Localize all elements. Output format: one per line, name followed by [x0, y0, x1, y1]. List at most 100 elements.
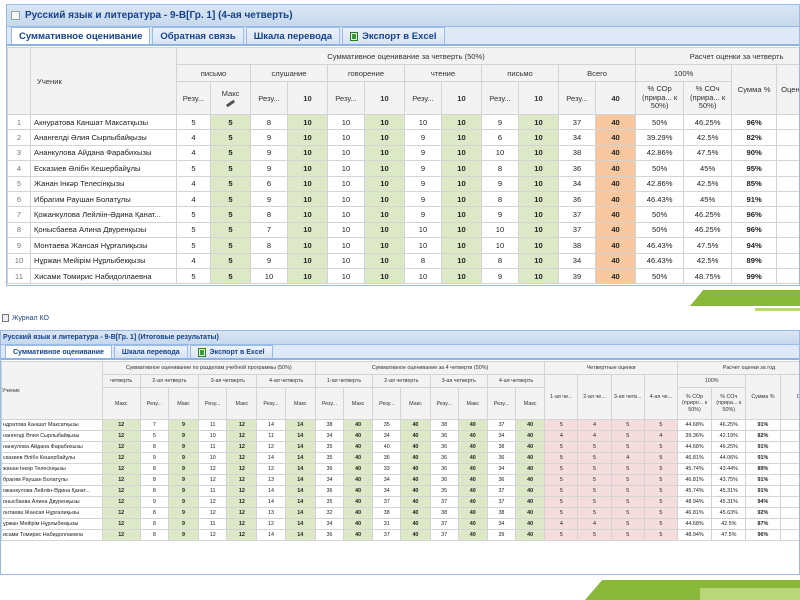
table-row[interactable]: нанкулова Айдана Фарабихызы 12 8 9 11 12 12 14 3…: [1, 441, 799, 453]
grade-cell[interactable]: 10: [441, 252, 482, 269]
grade-cell[interactable]: 10: [404, 113, 442, 131]
grade-cell[interactable]: 10: [287, 237, 328, 254]
grade-cell[interactable]: 4: [176, 252, 211, 269]
grade-cell[interactable]: 10: [287, 267, 328, 285]
grade-cell[interactable]: 10: [327, 113, 365, 131]
grade-cell[interactable]: 10: [364, 237, 405, 254]
student-header[interactable]: Ученик: [30, 47, 177, 115]
grade-cell[interactable]: 5: [176, 206, 211, 223]
export-excel-button[interactable]: Экспорт в Excel: [189, 345, 273, 358]
grade-cell[interactable]: 8: [481, 252, 519, 269]
grade-cell[interactable]: 5: [210, 160, 251, 177]
grade-cell[interactable]: 10: [518, 144, 559, 162]
grade-cell[interactable]: 10: [327, 206, 365, 223]
grade-cell[interactable]: 10: [481, 144, 519, 162]
grade-cell[interactable]: 36: [558, 160, 596, 177]
grade-cell[interactable]: 10: [364, 190, 405, 208]
table-row[interactable]: 9 Монтаева Жансая Нұрғалиқызы 5 5 8 10 10 10 10 1…: [7, 237, 799, 254]
grade-cell[interactable]: 9: [404, 160, 442, 177]
grade-cell[interactable]: 4: [176, 129, 211, 146]
grade-cell[interactable]: 9: [404, 190, 442, 208]
table-row[interactable]: ұржан Мейірім Нұрлыбекқызы 12 8 9 11 12 12 14 34…: [1, 518, 799, 530]
grade-cell[interactable]: 10: [441, 267, 482, 285]
grade-cell[interactable]: 10: [518, 113, 559, 131]
grade-cell[interactable]: 10: [364, 113, 405, 131]
table-row[interactable]: сказиев Әлібн Кешербайұлы 12 9 9 10 12 14 14 35 4…: [1, 452, 799, 464]
grade-cell[interactable]: 8: [250, 237, 288, 254]
grade-cell[interactable]: 6: [481, 129, 519, 146]
grade-cell[interactable]: 10: [441, 221, 482, 239]
grade-cell[interactable]: 9: [404, 175, 442, 192]
table-row[interactable]: онтаева Жансая Нұрғалиқызы 12 8 9 12 12 13 14 32…: [1, 507, 799, 519]
grade-cell[interactable]: 10: [287, 129, 328, 146]
grade-cell[interactable]: 10: [518, 237, 559, 254]
grade-cell[interactable]: 40: [594, 206, 637, 223]
table-row[interactable]: брагим Раушан Болатұлы 12 8 9 12 12 13 14 34 40 34…: [1, 474, 799, 486]
grade-cell[interactable]: 40: [594, 221, 637, 239]
grade-cell[interactable]: 10: [327, 144, 365, 162]
grade-cell[interactable]: 5: [176, 237, 211, 254]
grade-cell[interactable]: 10: [518, 175, 559, 192]
grade-cell[interactable]: 5: [210, 113, 251, 131]
grade-cell[interactable]: 38: [558, 144, 596, 162]
journal-bar[interactable]: Журнал КО: [0, 311, 800, 325]
grade-cell[interactable]: 9: [481, 267, 519, 285]
grade-cell[interactable]: 9: [481, 113, 519, 131]
grade-cell[interactable]: 10: [404, 221, 442, 239]
grade-cell[interactable]: 10: [441, 129, 482, 146]
table-row[interactable]: ожанкулова Лейліін-Әдина Қанат... 12 8 9 11 1…: [1, 485, 799, 497]
grade-cell[interactable]: 10: [518, 190, 559, 208]
grade-cell[interactable]: 10: [441, 237, 482, 254]
grade-cell[interactable]: 5: [176, 221, 211, 239]
grade-cell[interactable]: 9: [404, 144, 442, 162]
grade-cell[interactable]: 10: [250, 267, 288, 285]
grade-cell[interactable]: 8: [250, 206, 288, 223]
grade-cell[interactable]: 9: [404, 206, 442, 223]
grade-cell[interactable]: 40: [594, 129, 637, 146]
grade-cell[interactable]: 10: [404, 237, 442, 254]
table-row[interactable]: 1 Акнуратова Каншат Максатқызы 5 5 8 10 10 10 10…: [7, 113, 799, 131]
grade-cell[interactable]: 5: [210, 129, 251, 146]
grade-cell[interactable]: 8: [404, 252, 442, 269]
grade-cell[interactable]: 4: [176, 190, 211, 208]
grade-cell[interactable]: 9: [250, 160, 288, 177]
grade-cell[interactable]: 34: [558, 175, 596, 192]
grade-cell[interactable]: 10: [287, 252, 328, 269]
grade-cell[interactable]: 9: [250, 129, 288, 146]
grade-cell[interactable]: 5: [210, 190, 251, 208]
tab-summative[interactable]: Суммативное оценивание: [5, 345, 112, 358]
grade-cell[interactable]: 10: [518, 252, 559, 269]
grade-cell[interactable]: 37: [558, 221, 596, 239]
table-row[interactable]: ндратова Каншат Максатқызы 12 7 9 11 12 14 14 38…: [1, 419, 799, 431]
grade-cell[interactable]: 10: [364, 144, 405, 162]
table-row[interactable]: жанан Інкәр Телесінқызы 12 8 9 12 12 12 14 36 40 3…: [1, 463, 799, 475]
grade-cell[interactable]: 10: [287, 206, 328, 223]
grade-cell[interactable]: 10: [327, 175, 365, 192]
grade-cell[interactable]: 37: [558, 206, 596, 223]
grade-cell[interactable]: 9: [404, 129, 442, 146]
grade-cell[interactable]: 8: [250, 113, 288, 131]
grade-cell[interactable]: 9: [250, 144, 288, 162]
table-row[interactable]: онысбаева Алина Двуренқызы 12 9 9 12 12 14 14 35…: [1, 496, 799, 508]
grade-cell[interactable]: 10: [287, 190, 328, 208]
grade-cell[interactable]: 5: [176, 267, 211, 285]
grade-cell[interactable]: 10: [518, 267, 559, 285]
tab-feedback[interactable]: Обратная связь: [152, 27, 244, 44]
grade-cell[interactable]: 10: [364, 206, 405, 223]
table-row[interactable]: 10 Нұржан Мейірім Нұрлыбекқызы 4 5 9 10 10 10 8 1…: [7, 252, 799, 269]
grade-cell[interactable]: 9: [250, 190, 288, 208]
grade-cell[interactable]: 10: [404, 267, 442, 285]
tab-summative[interactable]: Суммативное оценивание: [11, 27, 151, 44]
grade-cell[interactable]: 10: [518, 206, 559, 223]
student-header[interactable]: Ученик: [1, 361, 103, 420]
grade-cell[interactable]: 10: [441, 160, 482, 177]
edit-icon[interactable]: [225, 99, 236, 108]
grade-cell[interactable]: 5: [210, 267, 251, 285]
grade-cell[interactable]: 38: [558, 237, 596, 254]
grade-cell[interactable]: 40: [594, 160, 637, 177]
grade-cell[interactable]: 5: [210, 221, 251, 239]
grade-cell[interactable]: 10: [364, 160, 405, 177]
grade-cell[interactable]: 5: [210, 252, 251, 269]
grade-cell[interactable]: 10: [364, 175, 405, 192]
grade-cell[interactable]: 10: [518, 160, 559, 177]
